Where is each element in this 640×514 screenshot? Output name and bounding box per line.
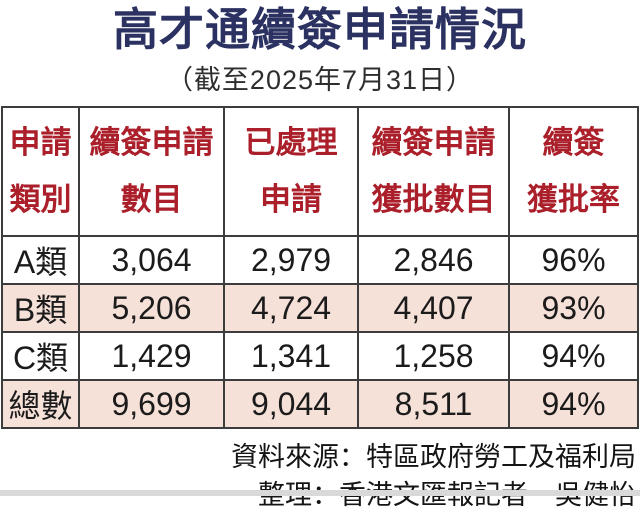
- footer-source: 資料來源：特區政府勞工及福利局: [231, 442, 636, 473]
- table-header-row: 申請 類別 續簽申請 數目 已處理 申請 續簽申請 獲批數目 續簽 獲批率: [1, 106, 639, 238]
- row-label: C類: [1, 331, 80, 382]
- header-approval-rate: 續簽 獲批率: [508, 106, 639, 238]
- row-label: A類: [1, 235, 80, 286]
- page-subtitle: （截至2025年7月31日）: [165, 65, 475, 96]
- header-application-category: 申請 類別: [1, 106, 80, 238]
- cell-approval-rate: 93%: [508, 283, 639, 334]
- cell-applications: 9,699: [78, 379, 225, 430]
- page-title: 高才通續簽申請情況: [112, 4, 527, 55]
- header-processed-applications: 已處理 申請: [223, 106, 359, 238]
- table-row-category-c: C類 1,429 1,341 1,258 94%: [1, 331, 639, 382]
- cell-approved: 2,846: [357, 235, 510, 286]
- table-row-category-b: B類 5,206 4,724 4,407 93%: [1, 283, 639, 334]
- cell-processed: 4,724: [223, 283, 359, 334]
- row-label: B類: [1, 283, 80, 334]
- cell-approval-rate: 94%: [508, 331, 639, 382]
- cell-approval-rate: 96%: [508, 235, 639, 286]
- cell-processed: 2,979: [223, 235, 359, 286]
- row-label: 總數: [1, 379, 80, 430]
- cell-approved: 1,258: [357, 331, 510, 382]
- cell-approved: 8,511: [357, 379, 510, 430]
- table-footer: 資料來源：特區政府勞工及福利局 整理：香港文匯報記者 吳健怡: [0, 438, 640, 514]
- cell-applications: 3,064: [78, 235, 225, 286]
- cell-applications: 1,429: [78, 331, 225, 382]
- cell-approved: 4,407: [357, 283, 510, 334]
- cell-processed: 9,044: [223, 379, 359, 430]
- cell-approval-rate: 94%: [508, 379, 639, 430]
- cell-applications: 5,206: [78, 283, 225, 334]
- table-row-total: 總數 9,699 9,044 8,511 94%: [1, 379, 639, 430]
- header-renewal-applications: 續簽申請 數目: [78, 106, 225, 238]
- renewal-stats-table: 申請 類別 續簽申請 數目 已處理 申請 續簽申請 獲批數目 續簽 獲批率 A類…: [1, 106, 639, 430]
- header-approved-renewals: 續簽申請 獲批數目: [357, 106, 510, 238]
- cell-processed: 1,341: [223, 331, 359, 382]
- table-row-category-a: A類 3,064 2,979 2,846 96%: [1, 235, 639, 286]
